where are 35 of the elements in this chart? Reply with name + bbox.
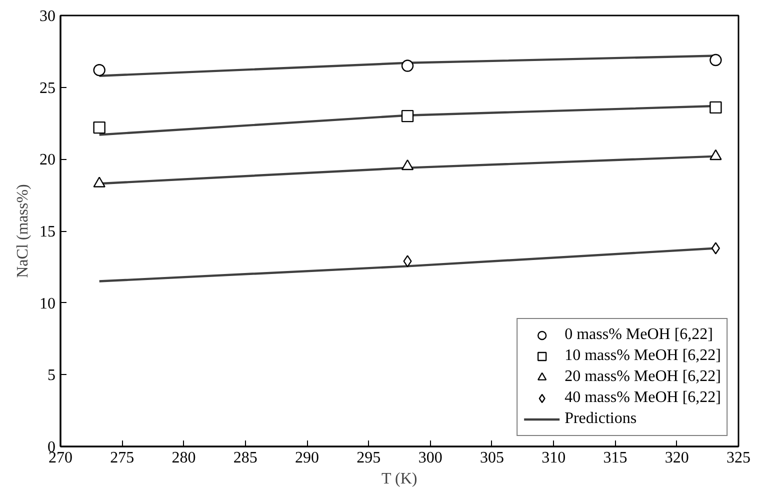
y-tick-label: 15 — [40, 224, 56, 240]
x-tick-label: 300 — [418, 450, 442, 466]
legend-label: 10 mass% MeOH [6,22] — [564, 347, 721, 365]
point — [710, 54, 722, 66]
y-tick-label: 20 — [40, 152, 56, 169]
x-tick-label: 315 — [603, 450, 628, 466]
x-tick-label: 290 — [295, 450, 320, 466]
point — [710, 149, 722, 160]
y-tick-label: 30 — [40, 8, 56, 25]
legend-label: Predictions — [564, 410, 637, 428]
point — [93, 64, 106, 76]
y-tick-label: 5 — [48, 367, 56, 384]
point — [710, 101, 722, 114]
point — [401, 159, 414, 170]
point — [93, 121, 106, 134]
y-tick-label: 10 — [40, 295, 56, 312]
legend-label: 20 mass% MeOH [6,22] — [564, 368, 721, 386]
x-tick-label: 280 — [172, 450, 196, 466]
y-tick-label: 25 — [40, 80, 56, 97]
x-tick-label: 275 — [110, 450, 134, 466]
x-tick-label: 295 — [356, 450, 381, 466]
point — [93, 176, 106, 188]
point — [711, 242, 720, 254]
x-tick-label: 285 — [233, 450, 258, 466]
x-tick-label: 310 — [542, 450, 566, 466]
point — [401, 110, 414, 122]
x-tick-label: 325 — [726, 450, 750, 466]
point — [401, 60, 414, 72]
point — [403, 255, 412, 268]
y-axis-title: NaCl (mass%) — [14, 184, 32, 278]
legend-label: 40 mass% MeOH [6,22] — [564, 389, 721, 407]
legend-label: 0 mass% MeOH [6,22] — [564, 326, 713, 344]
x-tick-label: 320 — [664, 450, 689, 466]
x-tick-label: 305 — [480, 450, 504, 466]
x-axis-title: T (K) — [382, 470, 418, 488]
